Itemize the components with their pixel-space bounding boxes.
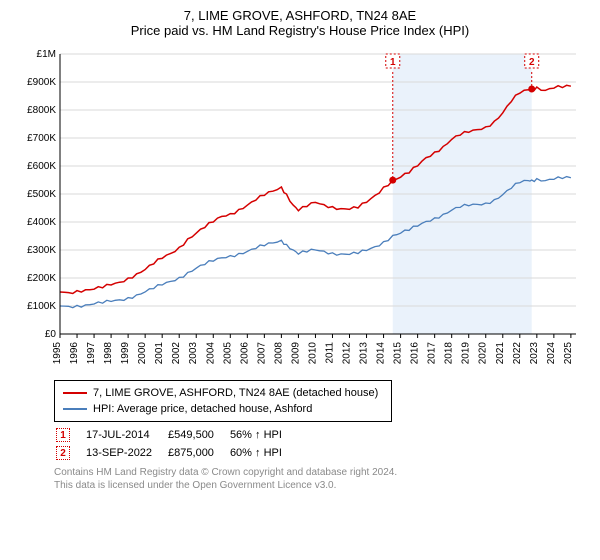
svg-text:£200K: £200K [27, 273, 56, 284]
table-row: 2 13-SEP-2022 £875,000 60% ↑ HPI [56, 446, 296, 462]
svg-text:2014: 2014 [376, 342, 387, 365]
marker-table: 1 17-JUL-2014 £549,500 56% ↑ HPI 2 13-SE… [54, 426, 298, 464]
svg-text:2000: 2000 [137, 342, 148, 365]
chart-subtitle: Price paid vs. HM Land Registry's House … [16, 23, 584, 38]
svg-text:2006: 2006 [239, 342, 250, 365]
svg-text:1998: 1998 [103, 342, 114, 365]
svg-text:1: 1 [390, 57, 396, 68]
svg-text:2021: 2021 [495, 342, 506, 365]
marker-price: £875,000 [168, 446, 228, 462]
svg-text:2: 2 [529, 57, 535, 68]
svg-text:2012: 2012 [342, 342, 353, 365]
legend-label: 7, LIME GROVE, ASHFORD, TN24 8AE (detach… [93, 387, 378, 399]
legend-item: HPI: Average price, detached house, Ashf… [63, 401, 383, 417]
svg-text:£500K: £500K [27, 189, 56, 200]
chart-title: 7, LIME GROVE, ASHFORD, TN24 8AE [16, 8, 584, 23]
legend-label: HPI: Average price, detached house, Ashf… [93, 403, 312, 415]
svg-text:2002: 2002 [171, 342, 182, 365]
svg-text:1995: 1995 [52, 342, 63, 365]
marker-badge: 2 [56, 446, 70, 460]
legend: 7, LIME GROVE, ASHFORD, TN24 8AE (detach… [54, 380, 392, 422]
legend-swatch [63, 408, 87, 410]
svg-text:2020: 2020 [478, 342, 489, 365]
marker-pct: 60% ↑ HPI [230, 446, 296, 462]
svg-text:£400K: £400K [27, 217, 56, 228]
svg-text:2011: 2011 [324, 342, 335, 364]
marker-badge: 1 [56, 428, 70, 442]
svg-text:2007: 2007 [256, 342, 267, 365]
svg-text:2022: 2022 [512, 342, 523, 365]
svg-text:£0: £0 [45, 329, 57, 340]
svg-text:£600K: £600K [27, 161, 56, 172]
svg-text:2003: 2003 [188, 342, 199, 365]
svg-text:2016: 2016 [410, 342, 421, 365]
footnote: Contains HM Land Registry data © Crown c… [54, 466, 584, 492]
marker-pct: 56% ↑ HPI [230, 428, 296, 444]
svg-text:£900K: £900K [27, 77, 56, 88]
svg-text:£700K: £700K [27, 133, 56, 144]
svg-text:1996: 1996 [69, 342, 80, 365]
svg-text:1997: 1997 [86, 342, 97, 365]
svg-text:2004: 2004 [205, 342, 216, 365]
svg-text:2001: 2001 [154, 342, 165, 365]
svg-text:£800K: £800K [27, 105, 56, 116]
marker-price: £549,500 [168, 428, 228, 444]
footnote-line: This data is licensed under the Open Gov… [54, 479, 584, 492]
svg-text:2025: 2025 [563, 342, 574, 365]
marker-date: 17-JUL-2014 [86, 428, 166, 444]
legend-item: 7, LIME GROVE, ASHFORD, TN24 8AE (detach… [63, 385, 383, 401]
svg-text:2005: 2005 [222, 342, 233, 365]
svg-text:2024: 2024 [546, 342, 557, 365]
svg-text:2008: 2008 [273, 342, 284, 365]
svg-text:2009: 2009 [290, 342, 301, 365]
legend-swatch [63, 392, 87, 394]
svg-text:2013: 2013 [359, 342, 370, 365]
footnote-line: Contains HM Land Registry data © Crown c… [54, 466, 584, 479]
svg-text:2017: 2017 [427, 342, 438, 365]
svg-text:2018: 2018 [444, 342, 455, 365]
svg-text:£1M: £1M [37, 49, 56, 60]
svg-text:2023: 2023 [529, 342, 540, 365]
svg-text:£300K: £300K [27, 245, 56, 256]
marker-date: 13-SEP-2022 [86, 446, 166, 462]
svg-text:£100K: £100K [27, 301, 56, 312]
table-row: 1 17-JUL-2014 £549,500 56% ↑ HPI [56, 428, 296, 444]
svg-text:2015: 2015 [393, 342, 404, 365]
svg-text:2010: 2010 [307, 342, 318, 365]
svg-text:2019: 2019 [461, 342, 472, 365]
svg-text:1999: 1999 [120, 342, 131, 365]
price-chart: £0 £100K £200K £300K £400K £500K £600K £700K £80… [16, 44, 584, 374]
